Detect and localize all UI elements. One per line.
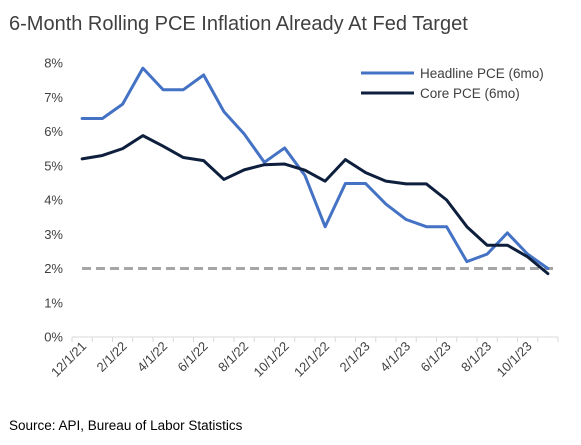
source-note: Source: API, Bureau of Labor Statistics	[9, 418, 243, 433]
x-tick-label: 12/1/21	[48, 339, 89, 380]
y-tick-label: 1%	[44, 295, 63, 310]
x-tick-label: 2/1/23	[337, 339, 373, 375]
y-tick-label: 0%	[44, 330, 63, 345]
x-tick-label: 10/1/23	[493, 339, 534, 380]
legend-label: Core PCE (6mo)	[420, 86, 520, 101]
x-tick-label: 2/1/22	[94, 339, 130, 375]
core-pce-line	[80, 134, 550, 276]
y-tick-label: 5%	[44, 158, 63, 173]
legend-label: Headline PCE (6mo)	[420, 66, 544, 81]
series-group	[80, 66, 550, 276]
x-tick-label: 6/1/22	[175, 339, 211, 375]
x-axis: 12/1/21 2/1/22 4/1/22 6/1/22 8/1/22 10/1/22 12…	[48, 336, 559, 380]
y-tick-label: 4%	[44, 193, 63, 208]
y-axis: 0% 1% 2% 3% 4% 5% 6% 7% 8%	[44, 56, 63, 345]
x-tick-label: 8/1/23	[458, 339, 494, 375]
x-tick-label: 10/1/22	[250, 339, 291, 380]
y-tick-label: 3%	[44, 227, 63, 242]
legend: Headline PCE (6mo) Core PCE (6mo)	[361, 66, 544, 101]
y-tick-label: 7%	[44, 90, 63, 105]
y-tick-label: 8%	[44, 56, 63, 71]
y-tick-label: 6%	[44, 124, 63, 139]
y-tick-label: 2%	[44, 261, 63, 276]
x-tick-label: 8/1/22	[215, 339, 251, 375]
chart-title: 6-Month Rolling PCE Inflation Already At…	[9, 13, 468, 35]
x-tick-label: 12/1/22	[291, 339, 332, 380]
x-tick-label: 4/1/22	[134, 339, 170, 375]
x-tick-label: 6/1/23	[418, 339, 454, 375]
headline-pce-line	[80, 66, 550, 270]
x-tick-label: 4/1/23	[377, 339, 413, 375]
